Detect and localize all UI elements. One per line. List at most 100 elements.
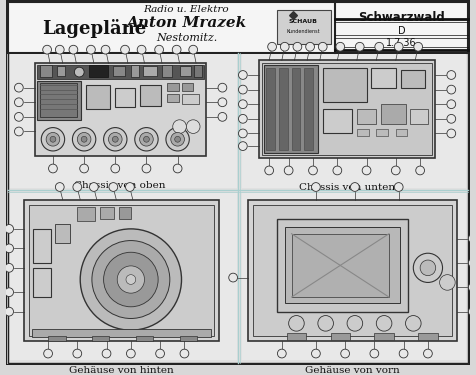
Text: D: D	[398, 26, 406, 36]
Circle shape	[238, 129, 247, 138]
Text: Radio u. Elektro: Radio u. Elektro	[144, 5, 229, 14]
Circle shape	[5, 307, 13, 316]
Bar	[89, 65, 109, 77]
Circle shape	[318, 315, 334, 331]
Bar	[48, 336, 66, 341]
Text: Gehäuse von vorn: Gehäuse von vorn	[305, 366, 399, 375]
Circle shape	[50, 136, 56, 142]
Text: SCHAUB: SCHAUB	[289, 18, 318, 24]
Circle shape	[80, 229, 181, 330]
Bar	[248, 200, 457, 341]
Circle shape	[394, 42, 403, 51]
Circle shape	[69, 45, 78, 54]
Circle shape	[104, 128, 127, 151]
Circle shape	[347, 315, 363, 331]
Bar	[33, 268, 51, 297]
Circle shape	[414, 42, 423, 51]
Circle shape	[356, 42, 364, 51]
Bar	[99, 207, 114, 219]
Circle shape	[375, 42, 384, 51]
Circle shape	[137, 45, 146, 54]
Circle shape	[72, 128, 96, 151]
Bar	[29, 204, 214, 336]
Bar	[179, 66, 191, 76]
Bar	[31, 329, 211, 337]
Bar	[377, 129, 388, 136]
Bar	[396, 129, 407, 136]
Circle shape	[73, 349, 82, 358]
Circle shape	[55, 45, 64, 54]
Circle shape	[424, 349, 432, 358]
Bar	[330, 333, 350, 340]
Circle shape	[336, 42, 345, 51]
Bar	[10, 193, 237, 360]
Bar	[167, 94, 178, 102]
Circle shape	[406, 315, 421, 331]
Circle shape	[447, 114, 456, 123]
Bar	[8, 2, 468, 52]
Bar	[374, 333, 394, 340]
Circle shape	[43, 45, 51, 54]
Circle shape	[111, 164, 119, 173]
Bar	[181, 83, 193, 91]
Circle shape	[117, 266, 145, 293]
Bar	[24, 200, 218, 341]
Text: Anton Mrazek: Anton Mrazek	[126, 16, 247, 30]
Circle shape	[468, 259, 476, 267]
Circle shape	[104, 252, 158, 307]
Circle shape	[238, 100, 247, 109]
Circle shape	[416, 166, 425, 175]
Bar	[113, 66, 125, 76]
Circle shape	[420, 260, 436, 276]
Circle shape	[278, 349, 286, 358]
Circle shape	[265, 166, 274, 175]
Circle shape	[55, 183, 64, 191]
Circle shape	[341, 349, 349, 358]
Circle shape	[135, 128, 158, 151]
Circle shape	[413, 253, 443, 282]
Bar	[38, 65, 204, 79]
Circle shape	[5, 225, 13, 233]
Bar	[259, 60, 435, 158]
Bar	[55, 224, 69, 243]
Circle shape	[139, 132, 153, 146]
Circle shape	[318, 42, 327, 51]
Bar	[142, 66, 157, 76]
Circle shape	[155, 45, 163, 54]
Bar	[131, 65, 139, 77]
Circle shape	[218, 83, 227, 92]
Circle shape	[280, 42, 289, 51]
Bar	[266, 68, 275, 150]
Circle shape	[377, 315, 392, 331]
Bar	[357, 129, 368, 136]
Bar	[167, 83, 178, 91]
Bar	[381, 104, 406, 124]
Circle shape	[172, 45, 181, 54]
Bar	[139, 85, 161, 106]
Circle shape	[229, 273, 238, 282]
Circle shape	[306, 42, 315, 51]
Polygon shape	[289, 12, 298, 20]
Circle shape	[14, 98, 23, 106]
Text: Kundendienst: Kundendienst	[287, 29, 320, 34]
Circle shape	[112, 136, 118, 142]
Circle shape	[268, 42, 277, 51]
Circle shape	[120, 45, 129, 54]
Circle shape	[394, 183, 403, 191]
Circle shape	[238, 85, 247, 94]
Circle shape	[238, 70, 247, 80]
Circle shape	[447, 100, 456, 109]
Bar	[10, 54, 237, 188]
Circle shape	[41, 128, 65, 151]
Bar	[77, 207, 95, 221]
Circle shape	[440, 274, 455, 290]
Bar	[277, 10, 330, 44]
Circle shape	[447, 129, 456, 138]
Text: Nestomitz.: Nestomitz.	[156, 33, 217, 43]
Bar	[292, 68, 300, 150]
Bar	[262, 63, 432, 155]
Circle shape	[49, 164, 57, 173]
Bar	[33, 229, 51, 263]
Bar	[119, 207, 131, 219]
Circle shape	[311, 183, 320, 191]
